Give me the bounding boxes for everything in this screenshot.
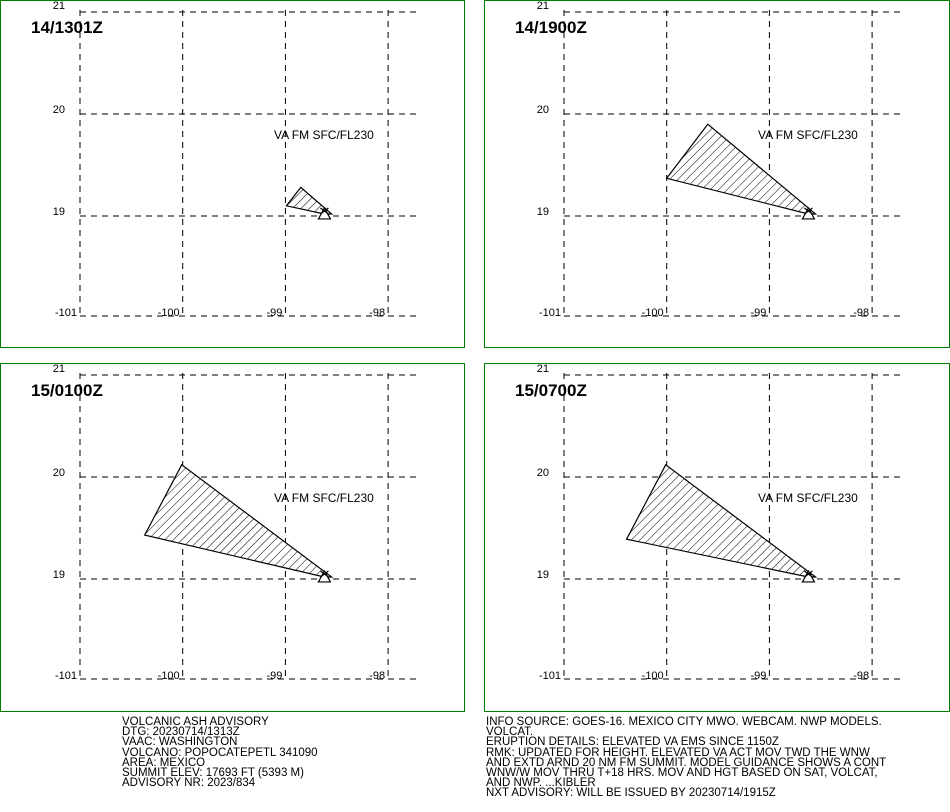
advisory-right-line: NXT ADVISORY: WILL BE ISSUED BY 20230714… bbox=[486, 787, 776, 800]
ash-cloud-polygon bbox=[665, 123, 818, 215]
lon-tick-label: -99 bbox=[750, 670, 766, 682]
panel-title: 14/1900Z bbox=[515, 18, 587, 37]
advisory-left-line: VAAC: WASHINGTON bbox=[122, 736, 238, 749]
advisory-left-line: AREA: MEXICO bbox=[122, 756, 206, 769]
grid-lines bbox=[79, 10, 420, 318]
panel-title: 15/0100Z bbox=[31, 381, 103, 400]
lat-tick-label: 21 bbox=[537, 363, 549, 375]
lat-tick-label: 21 bbox=[53, 0, 65, 12]
advisory-right-line: INFO SOURCE: GOES-16. MEXICO CITY MWO. W… bbox=[486, 716, 882, 728]
advisory-right-line: AND EXTD ARND 20 NM FM SUMMIT. MODEL GUI… bbox=[486, 756, 887, 769]
map-panel-4: 21 20 19 -101 -100 -99 -98 15/0700Z VA FM SFC/FL… bbox=[484, 363, 950, 712]
advisory-info-left: VOLCANIC ASH ADVISORY DTG: 20230714/1313Z… bbox=[122, 716, 318, 790]
panel-frame bbox=[0, 363, 465, 712]
volcano-marker-icon bbox=[804, 207, 813, 215]
advisory-left-line: ADVISORY NR: 2023/834 bbox=[122, 777, 256, 790]
lon-tick-label: -101 bbox=[539, 307, 561, 319]
advisory-right-line: ERUPTION DETAILS: ELEVATED VA EMS SINCE … bbox=[486, 736, 779, 749]
lon-tick-label: -98 bbox=[853, 307, 869, 319]
lon-tick-label: -98 bbox=[369, 670, 385, 682]
grid-lines bbox=[563, 10, 904, 318]
panel-title: 15/0700Z bbox=[515, 381, 587, 400]
lat-tick-label: 20 bbox=[53, 467, 65, 479]
advisory-right-line: VOLCAT. bbox=[486, 726, 534, 739]
map-panel-1: 21 20 19 -101 -100 -99 -98 14/1301Z VA FM SFC/FL… bbox=[0, 0, 465, 348]
volcano-marker-icon bbox=[320, 570, 329, 578]
lon-tick-label: -100 bbox=[642, 670, 664, 682]
ash-cloud-polygon bbox=[625, 463, 818, 578]
ash-layer-label: VA FM SFC/FL230 bbox=[758, 491, 858, 505]
lon-tick-label: -99 bbox=[266, 670, 282, 682]
lat-tick-label: 21 bbox=[53, 363, 65, 375]
volcano-marker-icon bbox=[320, 207, 329, 215]
ash-cloud-polygon bbox=[285, 186, 334, 215]
lon-tick-label: -100 bbox=[158, 670, 180, 682]
advisory-right-line: AND NWP. ...KIBLER bbox=[486, 777, 596, 790]
lon-tick-label: -101 bbox=[55, 307, 77, 319]
advisory-right-line: RMK: UPDATED FOR HEIGHT. ELEVATED VA ACT… bbox=[486, 746, 870, 759]
lat-tick-label: 19 bbox=[53, 206, 65, 218]
lat-tick-label: 20 bbox=[53, 104, 65, 116]
ash-layer-label: VA FM SFC/FL230 bbox=[274, 491, 374, 505]
lon-tick-label: -98 bbox=[853, 670, 869, 682]
lat-tick-label: 20 bbox=[537, 104, 549, 116]
advisory-right-line: WNW/W MOV THRU T+18 HRS. MOV AND HGT BAS… bbox=[486, 767, 878, 780]
ash-layer-label: VA FM SFC/FL230 bbox=[758, 128, 858, 142]
lon-tick-label: -98 bbox=[369, 307, 385, 319]
volcano-marker-icon bbox=[804, 570, 813, 578]
advisory-left-line: SUMMIT ELEV: 17693 FT (5393 M) bbox=[122, 767, 304, 780]
map-panel-2: 21 20 19 -101 -100 -99 -98 14/1900Z VA FM SFC/FL… bbox=[484, 0, 950, 348]
lat-tick-label: 21 bbox=[537, 0, 549, 12]
lon-tick-label: -101 bbox=[539, 670, 561, 682]
lat-tick-label: 19 bbox=[53, 569, 65, 581]
lon-tick-label: -99 bbox=[750, 307, 766, 319]
panel-frame bbox=[0, 0, 465, 348]
ash-cloud-polygon bbox=[143, 463, 334, 578]
ash-layer-label: VA FM SFC/FL230 bbox=[274, 128, 374, 142]
lat-tick-label: 20 bbox=[537, 467, 549, 479]
lat-tick-label: 19 bbox=[537, 206, 549, 218]
lat-tick-label: 19 bbox=[537, 569, 549, 581]
advisory-left-line: VOLCANIC ASH ADVISORY bbox=[122, 716, 269, 728]
panel-title: 14/1301Z bbox=[31, 18, 103, 37]
map-panel-3: 21 20 19 -101 -100 -99 -98 15/0100Z VA FM SFC/FL… bbox=[0, 363, 465, 712]
lon-tick-label: -100 bbox=[642, 307, 664, 319]
lon-tick-label: -101 bbox=[55, 670, 77, 682]
advisory-left-line: VOLCANO: POPOCATEPETL 341090 bbox=[122, 746, 318, 759]
advisory-info-right: INFO SOURCE: GOES-16. MEXICO CITY MWO. W… bbox=[486, 716, 887, 800]
lon-tick-label: -99 bbox=[266, 307, 282, 319]
advisory-left-line: DTG: 20230714/1313Z bbox=[122, 726, 240, 739]
lon-tick-label: -100 bbox=[158, 307, 180, 319]
